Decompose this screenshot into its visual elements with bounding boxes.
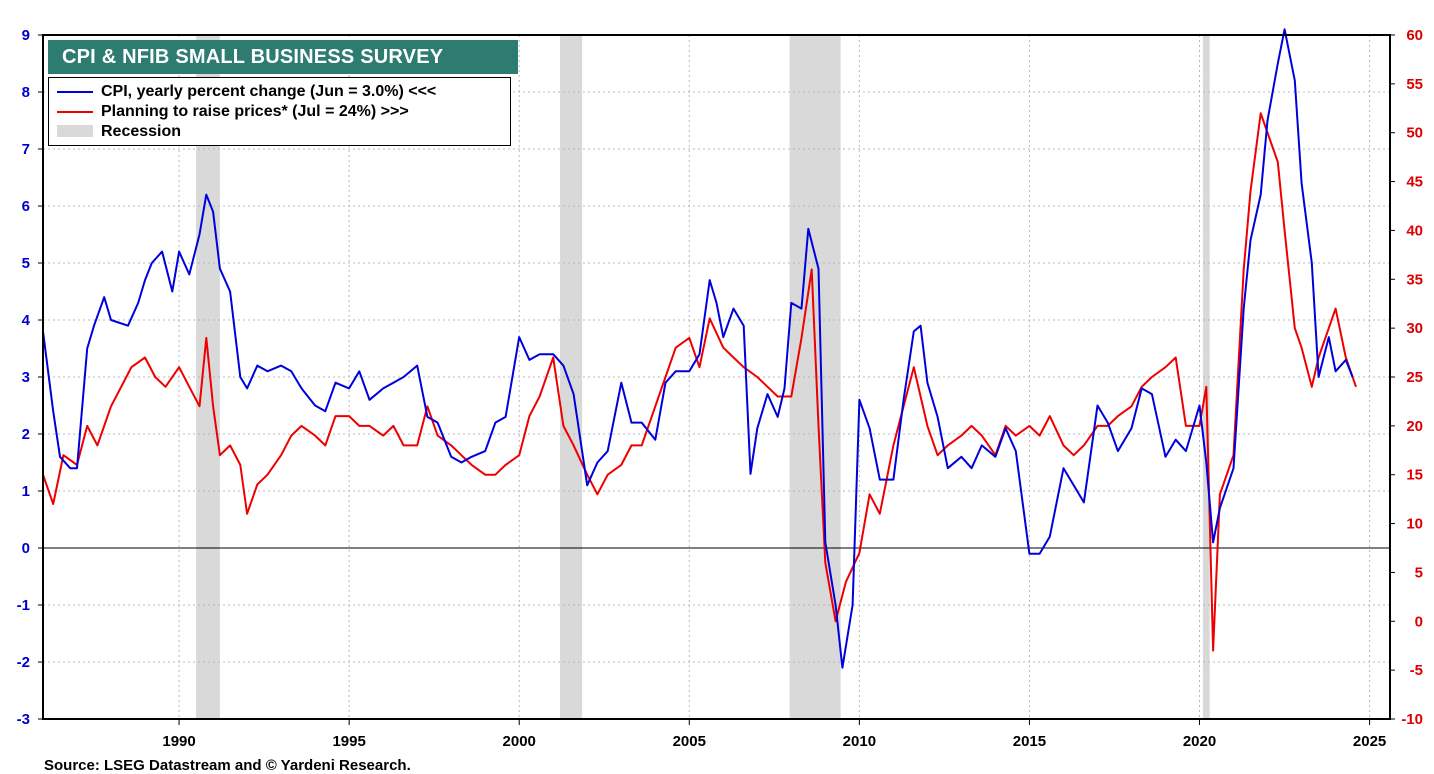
legend-label-cpi: CPI, yearly percent change (Jun = 3.0%) … — [101, 83, 437, 100]
right-tick-label: 5 — [1415, 564, 1423, 581]
right-tick-label: 10 — [1406, 516, 1423, 533]
left-tick-label: -1 — [17, 597, 30, 614]
left-tick-label: 7 — [22, 141, 30, 158]
x-tick-label: 2005 — [673, 733, 706, 750]
right-tick-label: 0 — [1415, 613, 1423, 630]
legend-swatch-prices — [57, 111, 93, 113]
chart-title: CPI & NFIB SMALL BUSINESS SURVEY — [48, 40, 518, 74]
right-tick-label: 15 — [1406, 467, 1423, 484]
raise-prices-line — [42, 112, 1357, 652]
right-tick-label: 25 — [1406, 369, 1423, 386]
recession-band-3 — [1202, 35, 1210, 719]
x-tick-label: 2010 — [843, 733, 876, 750]
right-tick-label: -5 — [1410, 662, 1423, 679]
left-tick-label: 1 — [22, 483, 30, 500]
left-axis-ticks: -3 -2 -1 0 1 2 3 4 5 6 7 8 9 — [17, 27, 43, 728]
right-tick-label: -10 — [1401, 711, 1423, 728]
legend-swatch-cpi — [57, 91, 93, 93]
legend: CPI, yearly percent change (Jun = 3.0%) … — [48, 77, 511, 146]
x-tick-label: 1995 — [332, 733, 365, 750]
right-tick-label: 45 — [1406, 174, 1423, 191]
right-tick-label: 50 — [1406, 125, 1423, 142]
left-tick-label: 2 — [22, 426, 30, 443]
left-tick-label: 4 — [22, 312, 31, 329]
legend-swatch-recession — [57, 125, 93, 137]
left-tick-label: 8 — [22, 84, 30, 101]
gridlines — [43, 35, 1390, 719]
x-tick-label: 2015 — [1013, 733, 1046, 750]
right-tick-label: 30 — [1406, 320, 1423, 337]
left-tick-label: -2 — [17, 654, 30, 671]
right-tick-label: 40 — [1406, 222, 1423, 239]
left-tick-label: 6 — [22, 198, 30, 215]
series-lines — [42, 28, 1357, 669]
x-tick-label: 1990 — [162, 733, 195, 750]
left-tick-label: 5 — [22, 255, 30, 272]
x-tick-label: 2025 — [1353, 733, 1386, 750]
left-tick-label: 0 — [22, 540, 30, 557]
right-axis-ticks: -10 -5 0 5 10 15 20 25 30 35 40 45 50 55 60 — [1390, 27, 1423, 728]
left-tick-label: 3 — [22, 369, 30, 386]
x-axis-ticks: 1990 1995 2000 2005 2010 2015 2020 2025 — [162, 719, 1386, 750]
right-tick-label: 35 — [1406, 271, 1423, 288]
legend-label-prices: Planning to raise prices* (Jul = 24%) >>… — [101, 103, 409, 120]
legend-label-recession: Recession — [101, 123, 182, 140]
right-tick-label: 55 — [1406, 76, 1423, 93]
cpi-line — [42, 28, 1354, 669]
x-tick-label: 2000 — [503, 733, 536, 750]
right-tick-label: 60 — [1406, 27, 1423, 44]
x-tick-label: 2020 — [1183, 733, 1216, 750]
left-tick-label: -3 — [17, 711, 30, 728]
right-tick-label: 20 — [1406, 418, 1423, 435]
left-tick-label: 9 — [22, 27, 30, 44]
